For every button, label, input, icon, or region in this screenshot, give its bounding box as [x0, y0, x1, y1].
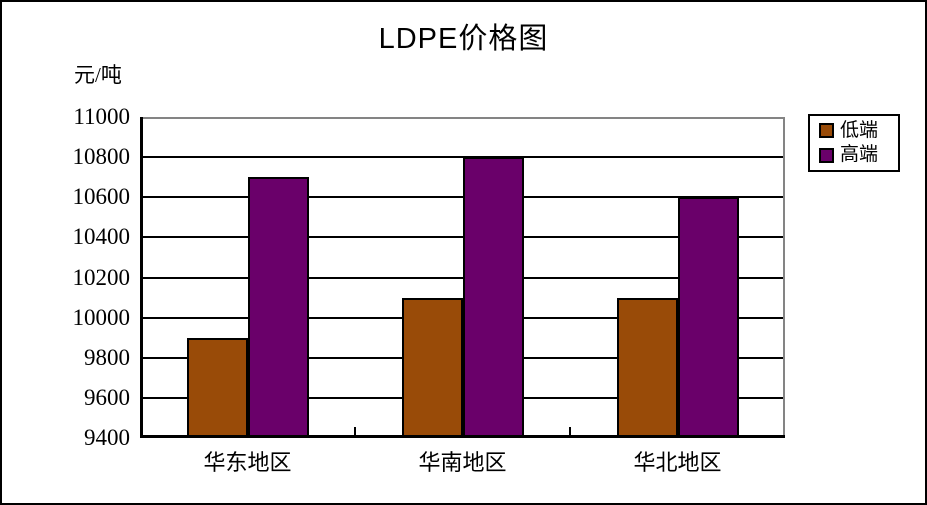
bar: [247, 177, 309, 438]
legend-label: 高端: [840, 144, 879, 166]
legend-swatch-high-icon: [819, 147, 834, 163]
y-axis-line: [140, 117, 143, 438]
plot-border-top: [140, 117, 785, 119]
y-axis-unit-label: 元/吨: [74, 63, 122, 87]
x-axis-category-tick: [354, 427, 356, 435]
bar: [616, 297, 678, 438]
y-tick-label: 10800: [72, 144, 131, 170]
chart-title: LDPE价格图: [378, 23, 549, 55]
x-category-label: 华东地区: [203, 450, 292, 475]
x-axis-category-tick: [569, 427, 571, 435]
y-tick-label: 9400: [84, 425, 130, 450]
y-tick-label: 10000: [72, 304, 131, 330]
plot-border-right: [783, 117, 785, 438]
x-category-label: 华南地区: [418, 450, 507, 475]
y-tick-label: 10200: [72, 264, 131, 290]
y-tick-label: 9600: [84, 384, 130, 410]
legend-item: 高端: [819, 145, 898, 165]
legend: 低端 高端: [808, 114, 900, 172]
y-tick-label: 9800: [84, 344, 130, 370]
bar: [186, 337, 248, 438]
x-axis-line: [140, 435, 785, 438]
bar: [677, 197, 739, 438]
legend-label: 低端: [840, 119, 879, 141]
plot-area: [140, 117, 785, 438]
y-tick-label: 10600: [72, 184, 131, 210]
legend-item: 低端: [819, 119, 898, 141]
legend-swatch-low-icon: [819, 123, 834, 139]
bar: [401, 297, 463, 438]
y-tick-label: 10400: [72, 224, 131, 250]
y-tick-label: 11000: [73, 104, 130, 129]
bar: [462, 157, 524, 438]
x-category-label: 华北地区: [633, 450, 722, 475]
